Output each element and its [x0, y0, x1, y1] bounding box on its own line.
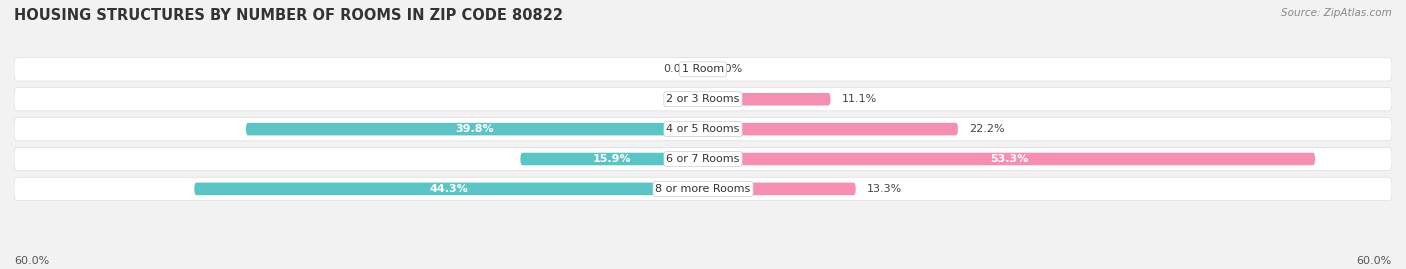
FancyBboxPatch shape	[246, 123, 703, 135]
Text: 13.3%: 13.3%	[868, 184, 903, 194]
FancyBboxPatch shape	[520, 153, 703, 165]
Text: 6 or 7 Rooms: 6 or 7 Rooms	[666, 154, 740, 164]
Legend: Owner-occupied, Renter-occupied: Owner-occupied, Renter-occupied	[581, 266, 825, 269]
Text: 4 or 5 Rooms: 4 or 5 Rooms	[666, 124, 740, 134]
Text: 53.3%: 53.3%	[990, 154, 1028, 164]
Text: 60.0%: 60.0%	[1357, 256, 1392, 266]
FancyBboxPatch shape	[14, 58, 1392, 81]
Text: 60.0%: 60.0%	[14, 256, 49, 266]
FancyBboxPatch shape	[14, 147, 1392, 171]
FancyBboxPatch shape	[14, 177, 1392, 201]
FancyBboxPatch shape	[14, 118, 1392, 141]
Text: HOUSING STRUCTURES BY NUMBER OF ROOMS IN ZIP CODE 80822: HOUSING STRUCTURES BY NUMBER OF ROOMS IN…	[14, 8, 562, 23]
Text: 0.0%: 0.0%	[664, 64, 692, 74]
Text: 39.8%: 39.8%	[456, 124, 494, 134]
Text: 44.3%: 44.3%	[429, 184, 468, 194]
Text: 11.1%: 11.1%	[842, 94, 877, 104]
FancyBboxPatch shape	[703, 93, 831, 105]
FancyBboxPatch shape	[703, 123, 957, 135]
Text: 15.9%: 15.9%	[592, 154, 631, 164]
Text: 8 or more Rooms: 8 or more Rooms	[655, 184, 751, 194]
FancyBboxPatch shape	[703, 153, 1315, 165]
Text: 0.0%: 0.0%	[714, 64, 742, 74]
FancyBboxPatch shape	[194, 183, 703, 195]
Text: 22.2%: 22.2%	[969, 124, 1005, 134]
Text: 0.0%: 0.0%	[664, 94, 692, 104]
Text: 1 Room: 1 Room	[682, 64, 724, 74]
Text: 2 or 3 Rooms: 2 or 3 Rooms	[666, 94, 740, 104]
FancyBboxPatch shape	[14, 88, 1392, 111]
FancyBboxPatch shape	[703, 183, 856, 195]
Text: Source: ZipAtlas.com: Source: ZipAtlas.com	[1281, 8, 1392, 18]
